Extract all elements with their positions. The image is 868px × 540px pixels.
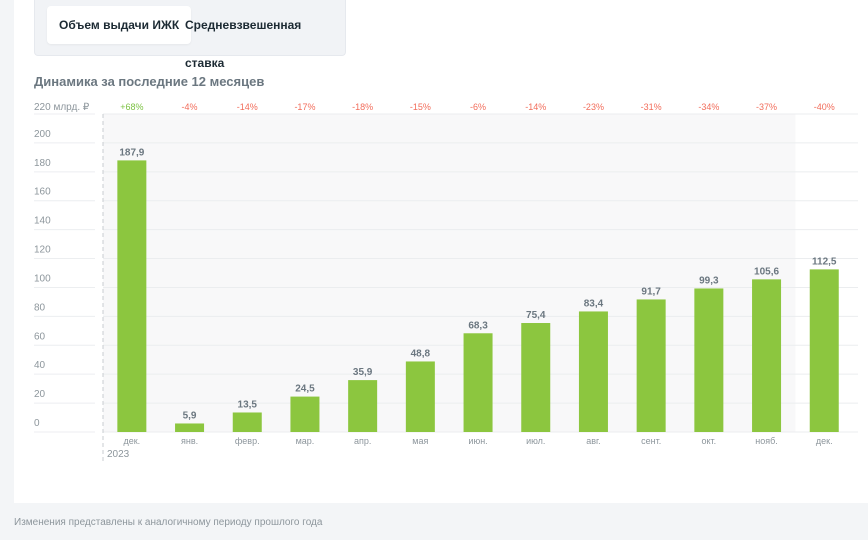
y-tick-label: 100	[34, 273, 51, 284]
change-label: -23%	[583, 102, 604, 112]
tab-bar: Объем выдачи ИЖК Средневзвешенная ставка	[34, 0, 346, 70]
x-tick-label: февр.	[235, 436, 260, 446]
x-tick-label: дек.	[123, 436, 140, 446]
bar-value-label: 48,8	[411, 348, 431, 359]
bar-value-label: 105,6	[754, 266, 779, 277]
change-label: -14%	[237, 102, 258, 112]
y-tick-label: 80	[34, 302, 46, 313]
bar	[578, 311, 608, 432]
x-tick-label: нояб.	[755, 436, 778, 446]
bar	[405, 361, 435, 432]
change-label: -6%	[470, 102, 486, 112]
change-label: -37%	[756, 102, 777, 112]
year-label: 2023	[107, 449, 130, 460]
bar	[521, 323, 551, 432]
change-label: -31%	[641, 102, 662, 112]
bar-value-label: 75,4	[526, 310, 546, 321]
bar	[809, 269, 839, 432]
x-tick-label: окт.	[702, 436, 717, 446]
bar-value-label: 68,3	[468, 320, 488, 331]
change-label: -17%	[294, 102, 315, 112]
x-tick-label: июн.	[468, 436, 487, 446]
bar	[290, 396, 320, 432]
y-tick-label: 180	[34, 158, 51, 169]
bar-value-label: 187,9	[119, 147, 144, 158]
change-label: -15%	[410, 102, 431, 112]
bar-value-label: 91,7	[641, 286, 661, 297]
bar	[752, 279, 782, 432]
bar	[117, 160, 147, 432]
tab-volume[interactable]: Объем выдачи ИЖК	[47, 6, 192, 44]
bar-value-label: 112,5	[812, 256, 837, 267]
footnote: Изменения представлены к аналогичному пе…	[14, 517, 323, 528]
bar-value-label: 35,9	[353, 367, 373, 378]
bar	[636, 299, 666, 432]
bar	[175, 423, 205, 432]
change-label: -4%	[182, 102, 198, 112]
bar-value-label: 99,3	[699, 275, 719, 286]
x-tick-label: апр.	[354, 436, 371, 446]
bar	[463, 333, 493, 432]
y-tick-label: 140	[34, 216, 51, 227]
bar-value-label: 13,5	[238, 399, 258, 410]
y-tick-label: 20	[34, 389, 46, 400]
x-tick-label: сент.	[641, 436, 661, 446]
bar-value-label: 24,5	[295, 384, 315, 395]
plot-background	[103, 114, 796, 432]
bar	[694, 288, 724, 432]
bar	[232, 412, 262, 432]
bar	[348, 380, 378, 432]
bar-value-label: 83,4	[584, 298, 604, 309]
change-label: -14%	[525, 102, 546, 112]
y-tick-label: 40	[34, 360, 46, 371]
change-label: -40%	[814, 102, 835, 112]
y-tick-label: 60	[34, 331, 46, 342]
x-tick-label: мая	[412, 436, 428, 446]
x-tick-label: июл.	[526, 436, 545, 446]
y-tick-label: 200	[34, 129, 51, 140]
chart-subtitle: Динамика за последние 12 месяцев	[34, 74, 265, 89]
change-label: -18%	[352, 102, 373, 112]
y-tick-label: 0	[34, 418, 40, 429]
change-label: +68%	[120, 102, 143, 112]
x-tick-label: мар.	[296, 436, 315, 446]
change-label: -34%	[698, 102, 719, 112]
bar-value-label: 5,9	[183, 410, 197, 421]
x-tick-label: дек.	[816, 436, 833, 446]
x-tick-label: янв.	[181, 436, 198, 446]
y-tick-label: 160	[34, 187, 51, 198]
x-tick-label: авг.	[586, 436, 600, 446]
y-tick-label: 120	[34, 245, 51, 256]
tab-weighted-rate[interactable]: Средневзвешенная ставка	[185, 18, 302, 70]
y-axis-unit: 220 млрд. ₽	[34, 102, 90, 113]
